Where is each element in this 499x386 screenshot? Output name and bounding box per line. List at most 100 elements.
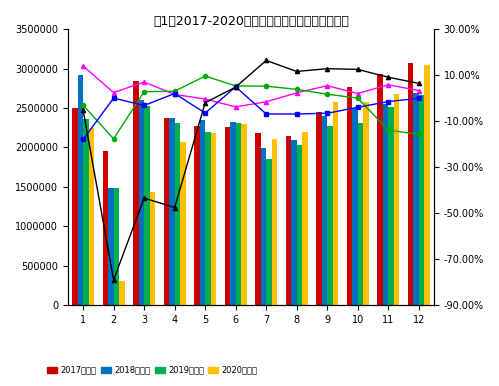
Bar xyxy=(180,142,186,305)
2018年同比增长率 xyxy=(141,90,147,94)
Bar xyxy=(205,132,211,305)
2017年同比增长率 xyxy=(355,91,361,96)
Bar xyxy=(388,107,394,305)
Bar xyxy=(194,126,200,305)
Line: 2018年同比增长率: 2018年同比增长率 xyxy=(81,74,421,141)
Line: 2017年同比增长率: 2017年同比增长率 xyxy=(81,64,421,109)
2020年同比增长率 xyxy=(80,108,86,112)
Bar xyxy=(316,112,322,305)
Bar xyxy=(352,108,358,305)
2018年同比增长率 xyxy=(172,89,178,93)
Bar xyxy=(211,132,216,305)
Bar xyxy=(169,118,175,305)
2017年同比增长率 xyxy=(172,92,178,97)
Title: 图1：2017-2020年月度汽车销量及同比变化情况: 图1：2017-2020年月度汽车销量及同比变化情况 xyxy=(153,15,349,28)
2018年同比增长率 xyxy=(324,92,330,96)
2019年同比增长率 xyxy=(263,112,269,116)
Bar xyxy=(322,117,327,305)
2019年同比增长率 xyxy=(202,111,208,115)
2020年同比增长率 xyxy=(385,75,391,80)
Bar xyxy=(363,102,369,305)
2017年同比增长率 xyxy=(324,83,330,88)
Bar xyxy=(108,188,114,305)
Bar xyxy=(255,134,260,305)
Bar xyxy=(144,106,150,305)
2020年同比增长率 xyxy=(324,66,330,71)
Line: 2020年同比增长率: 2020年同比增长率 xyxy=(81,58,421,282)
Bar xyxy=(333,102,338,305)
Bar xyxy=(164,118,169,305)
2018年同比增长率 xyxy=(80,103,86,108)
2018年同比增长率 xyxy=(385,128,391,132)
2017年同比增长率 xyxy=(202,97,208,102)
2019年同比增长率 xyxy=(355,105,361,110)
Bar xyxy=(358,123,363,305)
Bar xyxy=(394,94,399,305)
2017年同比增长率 xyxy=(111,90,117,95)
2020年同比增长率 xyxy=(263,58,269,63)
2020年同比增长率 xyxy=(233,85,239,90)
2020年同比增长率 xyxy=(416,81,422,86)
2018年同比增长率 xyxy=(355,96,361,100)
2020年同比增长率 xyxy=(141,196,147,200)
2018年同比增长率 xyxy=(294,87,300,92)
2017年同比增长率 xyxy=(80,64,86,68)
Bar xyxy=(133,81,139,305)
2019年同比增长率 xyxy=(172,91,178,96)
2017年同比增长率 xyxy=(141,80,147,85)
2017年同比增长率 xyxy=(294,90,300,95)
Bar xyxy=(103,151,108,305)
2018年同比增长率 xyxy=(263,84,269,88)
Bar xyxy=(266,159,271,305)
2018年同比增长率 xyxy=(233,84,239,88)
Bar xyxy=(175,123,180,305)
Bar xyxy=(236,123,241,305)
2017年同比增长率 xyxy=(263,100,269,104)
Bar xyxy=(327,126,333,305)
Bar xyxy=(408,63,413,305)
Bar xyxy=(297,145,302,305)
Bar xyxy=(230,122,236,305)
Line: 2019年同比增长率: 2019年同比增长率 xyxy=(81,85,421,142)
Bar xyxy=(424,64,430,305)
Bar xyxy=(302,132,308,305)
Bar xyxy=(291,140,297,305)
Bar xyxy=(200,120,205,305)
2019年同比增长率 xyxy=(141,103,147,108)
2020年同比增长率 xyxy=(111,278,117,282)
2017年同比增长率 xyxy=(233,105,239,109)
2019年同比增长率 xyxy=(324,111,330,115)
Bar xyxy=(377,74,383,305)
2019年同比增长率 xyxy=(233,85,239,89)
Legend: 2017年销量, 2018年销量, 2019年销量, 2020年销量: 2017年销量, 2018年销量, 2019年销量, 2020年销量 xyxy=(44,362,261,378)
2019年同比增长率 xyxy=(111,96,117,100)
Bar xyxy=(119,281,125,305)
Bar xyxy=(89,129,94,305)
Bar xyxy=(347,86,352,305)
Bar xyxy=(413,93,419,305)
2017年同比增长率 xyxy=(385,83,391,87)
2020年同比增长率 xyxy=(355,67,361,72)
Bar xyxy=(150,193,155,305)
2019年同比增长率 xyxy=(80,137,86,142)
Bar xyxy=(114,188,119,305)
Bar xyxy=(225,127,230,305)
Bar xyxy=(83,119,89,305)
Bar xyxy=(241,124,247,305)
2019年同比增长率 xyxy=(416,96,422,101)
2020年同比增长率 xyxy=(294,69,300,74)
Bar xyxy=(271,139,277,305)
2020年同比增长率 xyxy=(172,205,178,210)
Bar xyxy=(139,100,144,305)
2017年同比增长率 xyxy=(416,88,422,93)
Bar xyxy=(78,75,83,305)
2019年同比增长率 xyxy=(294,112,300,116)
2020年同比增长率 xyxy=(202,100,208,105)
Bar xyxy=(72,108,78,305)
Bar xyxy=(286,136,291,305)
Bar xyxy=(260,148,266,305)
2018年同比增长率 xyxy=(202,74,208,78)
Bar xyxy=(419,95,424,305)
Bar xyxy=(383,105,388,305)
2019年同比增长率 xyxy=(385,99,391,104)
